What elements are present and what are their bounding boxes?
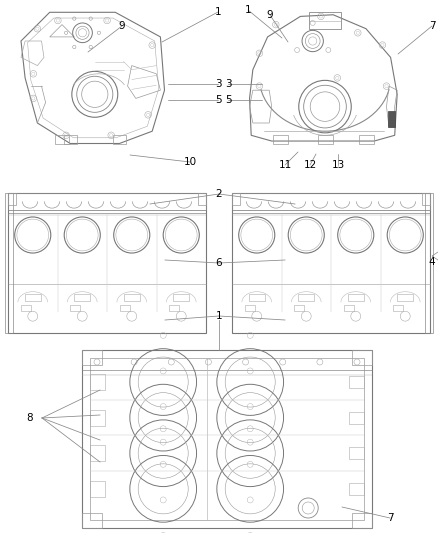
Bar [90, 358, 364, 520]
Bar [71, 305, 80, 311]
Bar [232, 193, 240, 205]
Text: 5: 5 [225, 95, 231, 105]
Bar [21, 305, 31, 311]
Bar [344, 305, 354, 311]
Bar [298, 294, 314, 301]
Bar [352, 513, 372, 528]
Bar [82, 350, 102, 365]
Bar [245, 305, 255, 311]
Bar [25, 294, 41, 301]
Bar [8, 193, 206, 333]
Bar [5, 193, 13, 333]
Bar [349, 483, 364, 495]
Bar [360, 135, 374, 143]
Polygon shape [388, 111, 395, 127]
Bar [64, 135, 77, 143]
Text: 1: 1 [215, 7, 221, 17]
Text: 2: 2 [215, 189, 223, 199]
Bar [173, 294, 189, 301]
Bar [294, 305, 304, 311]
Text: 8: 8 [27, 413, 33, 423]
Text: 13: 13 [332, 160, 345, 170]
Bar [422, 193, 430, 205]
Bar [349, 376, 364, 388]
Bar [124, 294, 140, 301]
Bar [90, 481, 105, 497]
Bar [352, 350, 372, 365]
Bar [120, 305, 130, 311]
Bar [318, 135, 333, 143]
Bar [56, 135, 69, 143]
Bar [393, 305, 403, 311]
Bar [170, 305, 179, 311]
Text: 4: 4 [429, 257, 435, 267]
Bar [397, 294, 413, 301]
Bar [198, 193, 206, 205]
Bar [82, 513, 102, 528]
Bar [349, 447, 364, 459]
Bar [90, 445, 105, 461]
Text: 3: 3 [225, 79, 231, 89]
Text: 7: 7 [429, 21, 435, 31]
Bar [249, 294, 265, 301]
Text: 5: 5 [215, 95, 221, 105]
Bar [8, 193, 206, 210]
Bar [113, 135, 126, 143]
Text: 12: 12 [304, 160, 317, 170]
Bar [90, 410, 105, 426]
Bar [82, 350, 372, 528]
Text: 1: 1 [245, 5, 251, 15]
Bar [425, 193, 433, 333]
Bar [348, 294, 364, 301]
Bar [232, 193, 430, 210]
Text: 10: 10 [184, 157, 197, 167]
Text: 9: 9 [119, 21, 125, 31]
Bar [309, 12, 341, 29]
Text: 11: 11 [279, 160, 292, 170]
Bar [273, 135, 288, 143]
Text: 3: 3 [215, 79, 221, 89]
Text: 7: 7 [387, 513, 393, 523]
Bar [232, 193, 430, 333]
Bar [90, 374, 105, 390]
Bar [349, 411, 364, 424]
Text: 1: 1 [215, 311, 223, 321]
Text: 6: 6 [215, 258, 223, 268]
Bar [74, 294, 90, 301]
Text: 9: 9 [267, 10, 273, 20]
Bar [8, 193, 16, 205]
